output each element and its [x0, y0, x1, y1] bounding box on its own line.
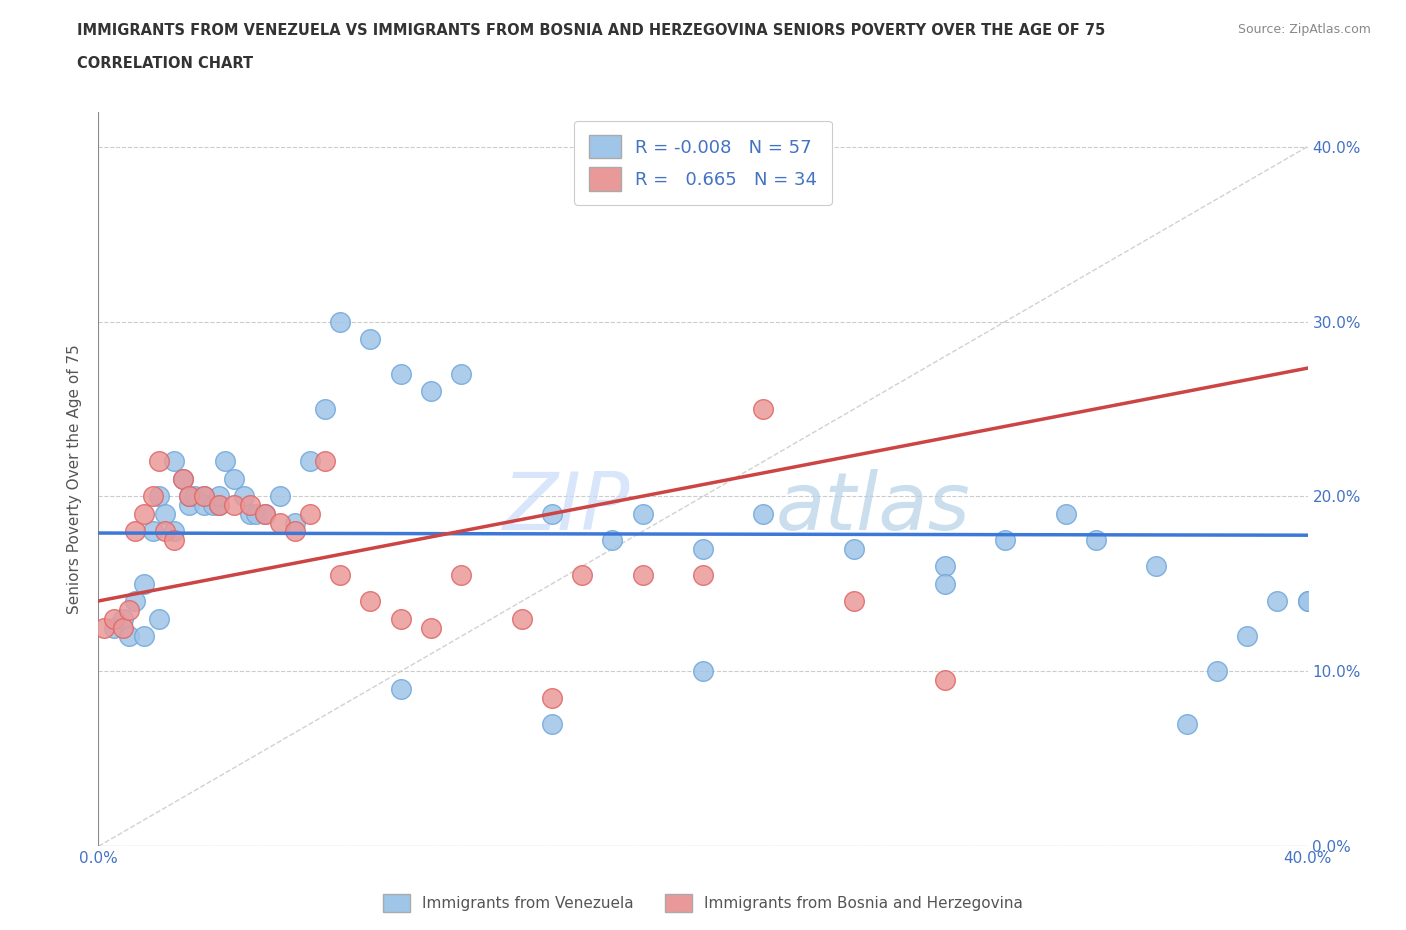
- Point: [111, 620, 134, 635]
- Point: [314, 454, 336, 469]
- Point: [1054, 507, 1077, 522]
- Point: [420, 384, 443, 399]
- Legend: R = -0.008   N = 57, R =   0.665   N = 34: R = -0.008 N = 57, R = 0.665 N = 34: [574, 121, 832, 205]
- Text: Source: ZipAtlas.com: Source: ZipAtlas.com: [1237, 23, 1371, 36]
- Point: [692, 541, 714, 556]
- Point: [540, 716, 562, 731]
- Point: [184, 489, 207, 504]
- Point: [450, 366, 472, 381]
- Point: [269, 515, 291, 530]
- Point: [360, 332, 382, 347]
- Point: [148, 454, 170, 469]
- Point: [253, 507, 276, 522]
- Point: [631, 507, 654, 522]
- Point: [124, 524, 146, 538]
- Point: [224, 498, 246, 512]
- Point: [179, 489, 201, 504]
- Point: [540, 690, 562, 705]
- Point: [193, 489, 215, 504]
- Point: [179, 489, 201, 504]
- Point: [239, 498, 262, 512]
- Point: [179, 498, 201, 512]
- Point: [172, 472, 194, 486]
- Point: [844, 541, 866, 556]
- Point: [239, 507, 262, 522]
- Point: [214, 454, 236, 469]
- Point: [142, 489, 165, 504]
- Text: atlas: atlas: [776, 470, 970, 548]
- Point: [253, 507, 276, 522]
- Point: [202, 498, 225, 512]
- Point: [540, 507, 562, 522]
- Point: [163, 533, 186, 548]
- Point: [389, 682, 412, 697]
- Point: [299, 507, 322, 522]
- Point: [172, 472, 194, 486]
- Point: [111, 611, 134, 626]
- Point: [450, 567, 472, 582]
- Point: [284, 515, 307, 530]
- Point: [571, 567, 593, 582]
- Point: [224, 472, 246, 486]
- Point: [994, 533, 1017, 548]
- Point: [1085, 533, 1108, 548]
- Point: [208, 498, 231, 512]
- Point: [1296, 594, 1319, 609]
- Point: [142, 524, 165, 538]
- Point: [132, 629, 155, 644]
- Point: [692, 567, 714, 582]
- Point: [631, 567, 654, 582]
- Point: [245, 507, 267, 522]
- Point: [269, 489, 291, 504]
- Point: [208, 498, 231, 512]
- Point: [284, 524, 307, 538]
- Point: [314, 402, 336, 417]
- Point: [153, 507, 176, 522]
- Point: [193, 489, 215, 504]
- Point: [934, 672, 956, 687]
- Point: [118, 603, 141, 618]
- Point: [163, 454, 186, 469]
- Point: [124, 594, 146, 609]
- Point: [752, 402, 775, 417]
- Point: [93, 620, 115, 635]
- Point: [1144, 559, 1167, 574]
- Text: CORRELATION CHART: CORRELATION CHART: [77, 56, 253, 71]
- Point: [420, 620, 443, 635]
- Point: [360, 594, 382, 609]
- Point: [602, 533, 624, 548]
- Point: [163, 524, 186, 538]
- Point: [148, 611, 170, 626]
- Point: [1296, 594, 1319, 609]
- Point: [1175, 716, 1198, 731]
- Point: [844, 594, 866, 609]
- Point: [132, 577, 155, 591]
- Point: [329, 567, 352, 582]
- Point: [1267, 594, 1289, 609]
- Point: [232, 489, 254, 504]
- Point: [692, 664, 714, 679]
- Legend: Immigrants from Venezuela, Immigrants from Bosnia and Herzegovina: Immigrants from Venezuela, Immigrants fr…: [377, 888, 1029, 918]
- Point: [934, 559, 956, 574]
- Text: ZIP: ZIP: [503, 470, 630, 548]
- Point: [132, 507, 155, 522]
- Point: [389, 611, 412, 626]
- Point: [299, 454, 322, 469]
- Point: [389, 366, 412, 381]
- Point: [1236, 629, 1258, 644]
- Point: [208, 489, 231, 504]
- Point: [329, 314, 352, 329]
- Point: [103, 611, 125, 626]
- Y-axis label: Seniors Poverty Over the Age of 75: Seniors Poverty Over the Age of 75: [67, 344, 83, 614]
- Text: IMMIGRANTS FROM VENEZUELA VS IMMIGRANTS FROM BOSNIA AND HERZEGOVINA SENIORS POVE: IMMIGRANTS FROM VENEZUELA VS IMMIGRANTS …: [77, 23, 1105, 38]
- Point: [752, 507, 775, 522]
- Point: [148, 489, 170, 504]
- Point: [510, 611, 533, 626]
- Point: [118, 629, 141, 644]
- Point: [193, 498, 215, 512]
- Point: [153, 524, 176, 538]
- Point: [934, 577, 956, 591]
- Point: [103, 620, 125, 635]
- Point: [1206, 664, 1229, 679]
